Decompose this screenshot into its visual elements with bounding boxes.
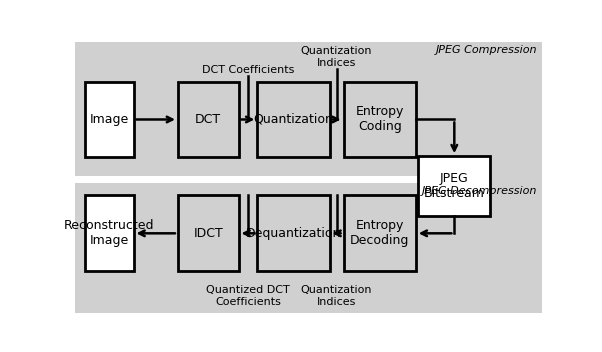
Text: Entropy
Decoding: Entropy Decoding xyxy=(350,219,409,247)
Bar xyxy=(75,42,481,176)
Bar xyxy=(481,42,542,313)
Bar xyxy=(257,82,329,157)
Bar xyxy=(257,195,329,271)
Text: JPEG
Bitstream: JPEG Bitstream xyxy=(424,172,485,200)
Bar xyxy=(178,82,238,157)
Bar xyxy=(75,176,481,183)
Bar xyxy=(178,195,238,271)
Text: IDCT: IDCT xyxy=(193,227,223,240)
Text: JPEG Decompression: JPEG Decompression xyxy=(422,186,537,196)
Text: Quantization
Indices: Quantization Indices xyxy=(301,46,372,68)
Text: Dequantization: Dequantization xyxy=(246,227,341,240)
Text: Quantization
Indices: Quantization Indices xyxy=(301,285,372,307)
Text: DCT Coefficients: DCT Coefficients xyxy=(202,65,294,75)
Text: Reconstructed
Image: Reconstructed Image xyxy=(64,219,154,247)
Text: Image: Image xyxy=(90,113,129,126)
Text: Quantized DCT
Coefficients: Quantized DCT Coefficients xyxy=(206,285,290,307)
Bar xyxy=(84,195,134,271)
Text: Entropy
Coding: Entropy Coding xyxy=(356,106,404,133)
Bar xyxy=(75,183,481,313)
Bar xyxy=(344,195,416,271)
Bar xyxy=(84,82,134,157)
Text: JPEG Compression: JPEG Compression xyxy=(436,45,537,55)
Bar xyxy=(344,82,416,157)
Bar xyxy=(418,156,491,216)
Text: DCT: DCT xyxy=(195,113,222,126)
Text: Quantization: Quantization xyxy=(253,113,334,126)
